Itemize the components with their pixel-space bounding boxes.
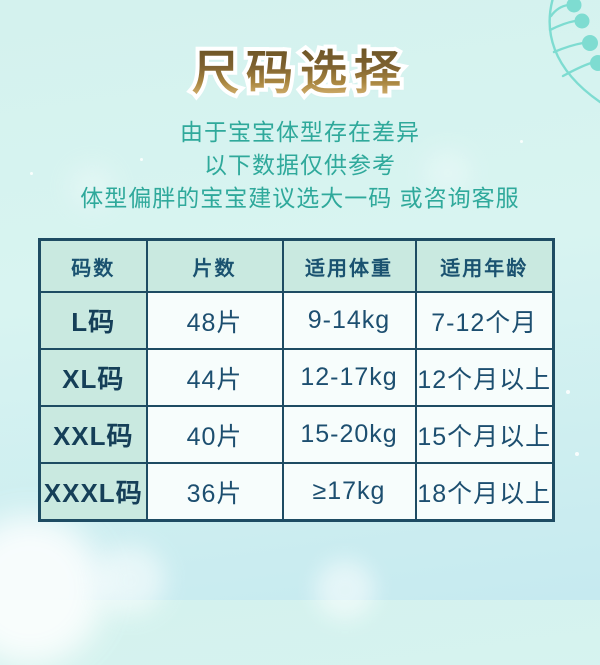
header-age: 适用年龄: [414, 238, 555, 293]
table-row: XL码 44片 12-17kg 12个月以上: [38, 348, 555, 407]
cell-size: XXXL码: [38, 462, 148, 522]
cell-weight: 12-17kg: [281, 348, 417, 407]
table-row: XXXL码 36片 ≥17kg 18个月以上: [38, 462, 555, 522]
cell-age: 15个月以上: [414, 405, 555, 464]
subtitle-line-2: 以下数据仅供参考: [204, 152, 396, 178]
cell-size: XL码: [38, 348, 148, 407]
cell-weight: ≥17kg: [281, 462, 417, 522]
cell-age: 12个月以上: [414, 348, 555, 407]
cell-pieces: 36片: [145, 462, 284, 522]
page-title: 尺码选择 尺码选择: [0, 42, 600, 103]
page-title-text: 尺码选择: [192, 46, 408, 99]
bokeh-glow: [315, 560, 375, 620]
bokeh-glow: [0, 515, 105, 665]
cell-pieces: 44片: [145, 348, 284, 407]
header-weight: 适用体重: [281, 238, 417, 293]
cell-pieces: 40片: [145, 405, 284, 464]
cell-age: 7-12个月: [414, 291, 555, 350]
bokeh-dot: [575, 452, 579, 456]
cell-pieces: 48片: [145, 291, 284, 350]
header-pieces: 片数: [145, 238, 284, 293]
subtitle-notes: 由于宝宝体型存在差异 以下数据仅供参考 体型偏胖的宝宝建议选大一码 或咨询客服: [0, 116, 600, 215]
size-table: 码数 片数 适用体重 适用年龄 L码 48片 9-14kg 7-12个月 XL码…: [38, 238, 555, 522]
page-title-outline: 尺码选择: [0, 42, 600, 103]
cell-weight: 9-14kg: [281, 291, 417, 350]
cell-weight: 15-20kg: [281, 405, 417, 464]
table-row: XXL码 40片 15-20kg 15个月以上: [38, 405, 555, 464]
table-header-row: 码数 片数 适用体重 适用年龄: [38, 238, 555, 293]
cell-size: XXL码: [38, 405, 148, 464]
subtitle-line-1: 由于宝宝体型存在差异: [180, 119, 420, 145]
table-row: L码 48片 9-14kg 7-12个月: [38, 291, 555, 350]
bokeh-dot: [566, 390, 570, 394]
header-size: 码数: [38, 238, 148, 293]
subtitle-line-3: 体型偏胖的宝宝建议选大一码 或咨询客服: [80, 185, 520, 211]
bokeh-glow: [95, 545, 165, 615]
branch-buds-icon: [548, 0, 600, 104]
cell-size: L码: [38, 291, 148, 350]
cell-age: 18个月以上: [414, 462, 555, 522]
